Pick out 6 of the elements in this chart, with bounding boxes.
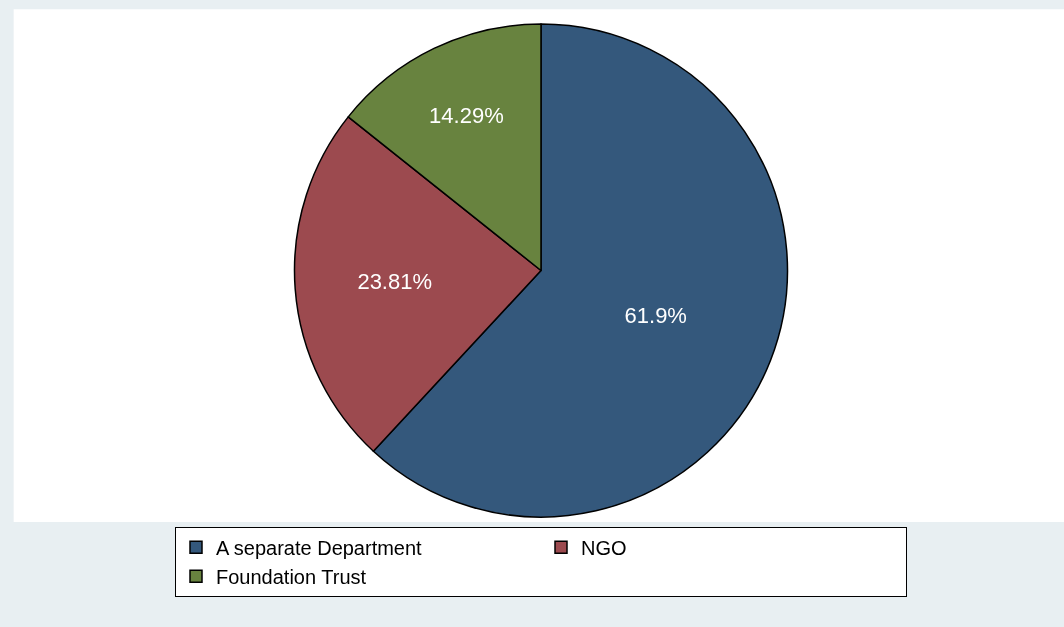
- legend-label: Foundation Trust: [216, 566, 367, 589]
- data-label: 23.81%: [357, 269, 433, 295]
- data-label: 61.9%: [624, 303, 687, 329]
- legend-label: A separate Department: [216, 537, 423, 560]
- data-label: 14.29%: [429, 103, 504, 129]
- legend-label: NGO: [581, 537, 627, 560]
